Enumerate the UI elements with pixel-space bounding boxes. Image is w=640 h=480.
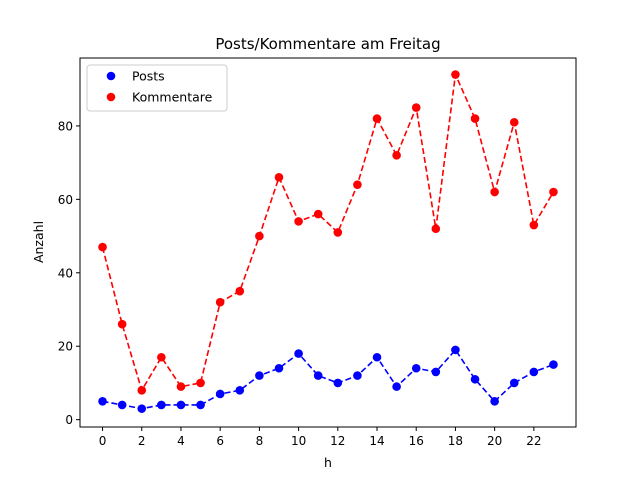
y-tick-label: 20 [58,340,73,354]
data-point-posts [333,378,343,388]
data-point-posts [117,400,127,410]
series-posts [98,345,558,413]
x-tick-label: 12 [330,434,345,448]
data-point-kommentare [470,114,480,123]
data-point-posts [431,367,441,377]
data-point-kommentare [353,180,362,189]
y-axis: 0 20 40 60 80 [58,119,80,427]
data-point-kommentare [196,378,205,388]
data-point-kommentare [549,187,558,197]
data-point-posts [411,363,421,373]
data-point-posts [451,345,460,355]
y-axis-label: Anzahl [31,221,46,263]
plot-frame [79,57,577,428]
data-point-kommentare [509,117,519,127]
data-point-kommentare [157,352,166,362]
data-point-posts [176,400,186,410]
data-point-posts [98,396,107,406]
x-tick-label: 22 [526,434,541,448]
legend-label-posts: Posts [132,69,165,84]
data-point-kommentare [372,114,382,123]
x-tick-label: 14 [369,434,384,448]
y-tick-label: 40 [58,266,73,280]
series-line-kommentare [101,71,555,393]
data-point-posts [509,378,519,388]
data-point-posts [549,360,558,369]
data-point-kommentare [117,319,127,329]
data-point-posts [255,371,264,380]
data-point-kommentare [255,231,264,241]
y-tick-label: 60 [58,193,73,207]
data-point-posts [274,363,284,373]
data-point-kommentare [235,286,245,296]
x-tick-label: 10 [291,434,306,448]
data-point-posts [235,385,245,395]
data-point-posts [529,367,539,377]
x-tick-label: 6 [216,434,224,448]
data-point-posts [196,400,205,410]
data-point-kommentare [490,187,499,197]
data-point-kommentare [529,220,539,230]
data-point-posts [157,400,166,410]
data-point-kommentare [431,224,441,234]
legend-marker-kommentare [106,92,116,102]
data-point-kommentare [294,217,303,226]
x-tick-label: 20 [487,434,502,448]
x-tick-label: 16 [409,434,424,448]
data-point-posts [392,382,401,391]
data-point-kommentare [333,228,343,237]
series-kommentare [98,70,558,395]
data-point-posts [490,396,499,406]
data-point-kommentare [313,209,323,219]
chart-title: Posts/Kommentare am Freitag [215,35,440,53]
data-point-posts [353,371,362,380]
data-point-kommentare [98,242,107,252]
legend: Posts Kommentare [86,64,228,112]
plot-series [98,70,558,413]
x-tick-label: 8 [256,434,264,448]
x-tick-label: 0 [99,434,107,448]
data-point-posts [372,352,382,362]
legend-box [86,64,228,112]
x-tick-label: 18 [448,434,463,448]
x-tick-label: 2 [138,434,146,448]
data-point-posts [294,349,303,358]
series-line-posts [102,348,554,410]
data-point-posts [313,371,323,380]
y-tick-label: 0 [65,413,73,427]
legend-label-kommentare: Kommentare [132,90,213,105]
data-point-kommentare [411,103,421,112]
data-point-posts [470,374,480,384]
data-point-kommentare [215,297,225,307]
data-point-posts [137,404,147,413]
x-axis: 0 2 4 6 8 10 12 14 16 18 20 22 [99,427,541,448]
x-axis-label: h [324,455,332,470]
data-point-posts [215,389,225,399]
data-point-kommentare [392,150,401,160]
data-point-kommentare [451,70,460,79]
y-tick-label: 80 [58,119,73,133]
data-point-kommentare [274,173,284,182]
legend-marker-posts [106,71,116,81]
x-tick-label: 4 [177,434,185,448]
data-point-kommentare [176,382,186,391]
data-point-kommentare [137,385,147,395]
